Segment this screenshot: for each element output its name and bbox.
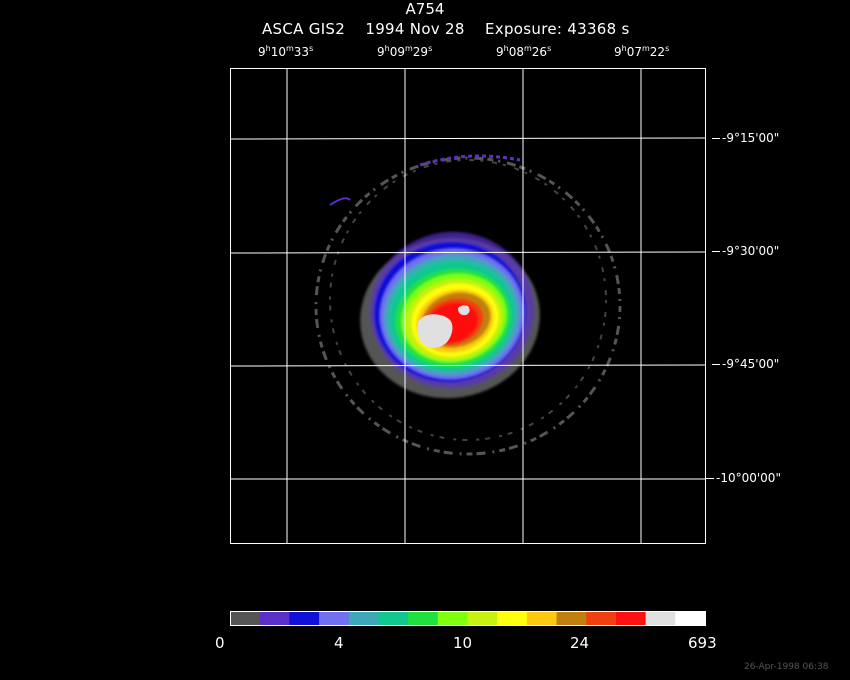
colorbar-label: 693	[688, 634, 717, 652]
colorbar-swatch	[615, 611, 647, 625]
colorbar-label: 0	[215, 634, 225, 652]
colorbar-label: 4	[334, 634, 344, 652]
image-title: A754	[405, 0, 445, 18]
colorbar-swatch	[497, 611, 528, 625]
colorbar-swatch	[467, 611, 498, 625]
dec-tick-label: -10°00'00"	[706, 471, 781, 485]
colorbar-swatch	[319, 611, 350, 625]
colorbar-swatch	[348, 611, 379, 625]
colorbar-swatch	[645, 611, 676, 625]
colorbar-swatch	[289, 611, 320, 625]
observation-subtitle: ASCA GIS2 1994 Nov 28 Exposure: 43368 s	[262, 20, 630, 38]
colorbar-label: 24	[570, 634, 590, 652]
secondary-peak	[458, 305, 470, 316]
colorbar-swatch	[378, 611, 409, 625]
colorbar-swatch	[259, 611, 290, 625]
peak-emission-core	[417, 314, 453, 348]
ra-tick-label: 9h09m29s	[377, 44, 433, 59]
colorbar-swatch	[408, 611, 439, 625]
ra-tick-label: 9h10m33s	[258, 44, 314, 59]
timestamp: 26-Apr-1998 06:38	[744, 662, 829, 672]
dec-tick-label: -9°30'00"	[711, 244, 780, 258]
colorbar-swatch	[526, 611, 558, 625]
dec-tick-label: -9°45'00"	[711, 357, 780, 371]
colorbar-swatch	[675, 611, 706, 625]
ra-tick-label: 9h08m26s	[496, 44, 552, 59]
colorbar-swatch	[586, 611, 617, 625]
detector-ring	[314, 156, 622, 456]
coordinate-grid	[229, 68, 706, 543]
plot-frame	[230, 68, 706, 544]
colorbar-swatch	[437, 611, 468, 625]
colorbar	[230, 611, 706, 625]
ra-tick-label: 9h07m22s	[614, 44, 670, 59]
colorbar-swatch	[230, 611, 261, 625]
dec-tick-label: -9°15'00"	[711, 131, 780, 145]
colorbar-label: 10	[453, 634, 473, 652]
cluster-emission-map	[314, 154, 622, 456]
colorbar-swatch	[556, 611, 587, 625]
